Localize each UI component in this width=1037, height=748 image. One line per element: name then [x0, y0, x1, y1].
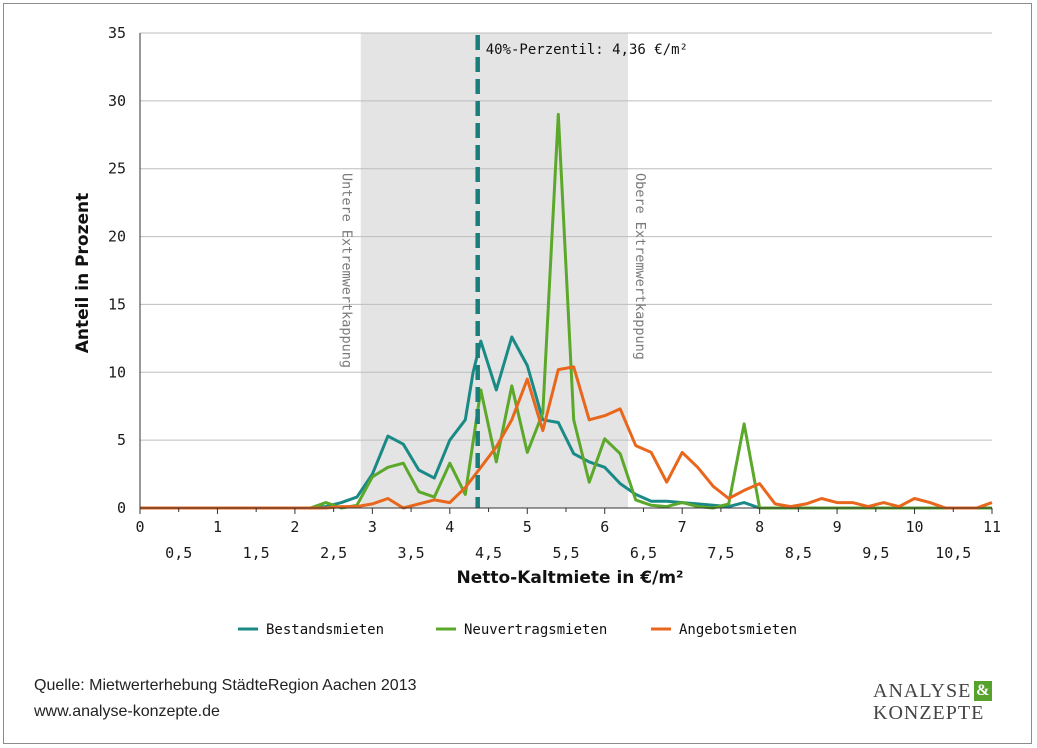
x-minor-label-8: 8,5: [785, 544, 812, 562]
x-minor-label-3: 3,5: [398, 544, 425, 562]
legend: Bestandsmieten Neuvertragsmieten Angebotsm…: [238, 622, 797, 638]
x-minor-label-9: 9,5: [862, 544, 889, 562]
y-tick-label-5: 25: [108, 160, 126, 178]
y-tick-label-2: 10: [108, 363, 126, 381]
y-tick-label-0: 0: [117, 499, 126, 517]
company-logo: ANALYSE & KONZEPTE: [873, 680, 993, 724]
band-label-upper: Obere Extremwertkappung: [632, 173, 648, 360]
source-citation: Quelle: Mietwerterhebung StädteRegion Aa…: [34, 677, 417, 694]
x-tick-label-11: 11: [983, 518, 1001, 536]
x-tick-label-3: 3: [368, 518, 377, 536]
x-minor-label-10: 10,5: [935, 544, 971, 562]
x-tick-label-8: 8: [755, 518, 764, 536]
y-tick-label-3: 15: [108, 295, 126, 313]
x-minor-label-5: 5,5: [552, 544, 579, 562]
chart: Untere Extremwertkappung Obere Extremwert…: [73, 24, 1001, 638]
y-ticks: 0 5 10 15 20 25 30 35: [108, 24, 126, 517]
x-tick-label-5: 5: [523, 518, 532, 536]
legend-label-angebotsmieten: Angebotsmieten: [679, 622, 797, 638]
source-url: www.analyse-konzepte.de: [34, 703, 220, 720]
x-tick-label-6: 6: [600, 518, 609, 536]
x-minor-label-0: 0,5: [165, 544, 192, 562]
percentile-marker: 40%-Perzentil: 4,36 €/m²: [475, 35, 688, 508]
x-axis-title: Netto-Kaltmiete in €/m²: [456, 568, 683, 588]
band-label-lower: Untere Extremwertkappung: [339, 173, 355, 368]
extreme-band-0: [360, 33, 628, 508]
x-tick-label-4: 4: [445, 518, 454, 536]
x-minor-label-2: 2,5: [320, 544, 347, 562]
x-tick-label-1: 1: [213, 518, 222, 536]
x-minor-label-4: 4,5: [475, 544, 502, 562]
series-line-bestandsmieten: [140, 335, 992, 510]
x-ticks: 0 1 2 3 4 5 6 7 8 9 10 11 0,5 1,5 2,5 3,5 4,5 5,5 6,5 7,5 8,…: [135, 508, 1001, 562]
y-tick-label-1: 5: [117, 431, 126, 449]
x-tick-label-10: 10: [906, 518, 924, 536]
band-labels: Untere Extremwertkappung Obere Extremwert…: [339, 173, 648, 368]
x-tick-label-9: 9: [833, 518, 842, 536]
y-tick-label-7: 35: [108, 24, 126, 42]
x-tick-label-0: 0: [135, 518, 144, 536]
logo-line2: KONZEPTE: [873, 702, 985, 724]
legend-label-bestandsmieten: Bestandsmieten: [266, 622, 384, 638]
percentile-label: 40%-Perzentil: 4,36 €/m²: [486, 42, 688, 58]
x-tick-label-2: 2: [290, 518, 299, 536]
y-tick-label-6: 30: [108, 92, 126, 110]
x-minor-label-7: 7,5: [707, 544, 734, 562]
series-line-angebotsmieten: [140, 365, 993, 510]
logo-ampersand: &: [974, 681, 993, 701]
x-minor-label-1: 1,5: [243, 544, 270, 562]
gridlines: [140, 32, 992, 441]
y-axis-title: Anteil in Prozent: [73, 193, 93, 354]
x-tick-label-7: 7: [678, 518, 687, 536]
legend-label-neuvertragsmieten: Neuvertragsmieten: [464, 622, 607, 638]
y-tick-label-4: 20: [108, 228, 126, 246]
logo-line1: ANALYSE: [873, 680, 972, 702]
extreme-value-bands: [360, 33, 628, 508]
x-minor-label-6: 6,5: [630, 544, 657, 562]
